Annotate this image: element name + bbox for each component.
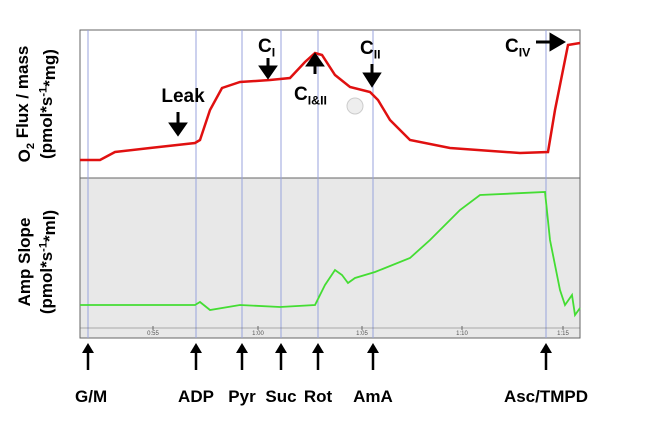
- event-arrow-head: [82, 343, 94, 353]
- event-arrow-head: [236, 343, 248, 353]
- time-tick-label: 1:05: [356, 331, 368, 337]
- slope-trace: [80, 191, 581, 318]
- label-part: II: [374, 47, 381, 61]
- label-part: *mg): [40, 49, 59, 87]
- event-arrow-head: [190, 343, 202, 353]
- arrow-head: [258, 65, 278, 80]
- label: Amp Slope: [15, 218, 34, 307]
- event-arrow-head: [540, 343, 552, 353]
- label-part: C: [360, 38, 374, 59]
- label-part: 2: [25, 143, 37, 149]
- label-part: O: [15, 149, 34, 162]
- event-label: Suc: [265, 387, 296, 406]
- event-label: ADP: [178, 387, 214, 406]
- label-part: C: [505, 36, 519, 57]
- label-part: (pmol*s: [37, 252, 56, 314]
- label: (pmol*s-1*mg): [37, 49, 59, 159]
- flux-trace: [80, 41, 581, 162]
- event-label: Rot: [304, 387, 333, 406]
- label: CI&II: [294, 84, 327, 107]
- label: CI: [258, 36, 275, 59]
- label-part: C: [294, 84, 308, 105]
- label-part: Leak: [161, 86, 205, 107]
- label: O2 Flux / mass: [13, 46, 37, 163]
- arrow-head: [305, 52, 325, 67]
- label-part: Amp Slope: [15, 218, 34, 307]
- arrow-head: [362, 72, 382, 88]
- time-tick-label: 0:55: [147, 331, 159, 337]
- label: Leak: [161, 86, 205, 107]
- label: CII: [360, 38, 381, 61]
- label-part: *ml): [40, 210, 59, 242]
- label-part: IV: [519, 45, 531, 59]
- label-part: -1: [37, 242, 49, 252]
- label-part: -1: [37, 87, 49, 97]
- time-tick-label: 1:15: [557, 331, 569, 337]
- event-label: AmA: [353, 387, 393, 406]
- label-part: Flux / mass: [13, 46, 32, 143]
- label: CIV: [505, 36, 531, 59]
- time-tick-label: 1:10: [456, 331, 468, 337]
- time-tick-label: 1:00: [252, 331, 264, 337]
- label-part: I&II: [308, 93, 327, 107]
- event-arrow-head: [312, 343, 324, 353]
- bubble: [346, 97, 364, 115]
- arrow-head: [549, 32, 566, 52]
- label: (pmol*s-1*ml): [37, 210, 59, 314]
- label-part: (pmol*s: [37, 97, 56, 159]
- event-arrow-head: [275, 343, 287, 353]
- arrow-head: [168, 122, 188, 137]
- slope-panel: [79, 177, 581, 339]
- event-label: Pyr: [228, 387, 256, 406]
- event-arrow-head: [367, 343, 379, 353]
- label-part: I: [272, 45, 275, 59]
- event-label: G/M: [75, 387, 107, 406]
- label-part: C: [258, 36, 272, 57]
- flux-panel: [79, 29, 581, 179]
- event-label: Asc/TMPD: [504, 387, 588, 406]
